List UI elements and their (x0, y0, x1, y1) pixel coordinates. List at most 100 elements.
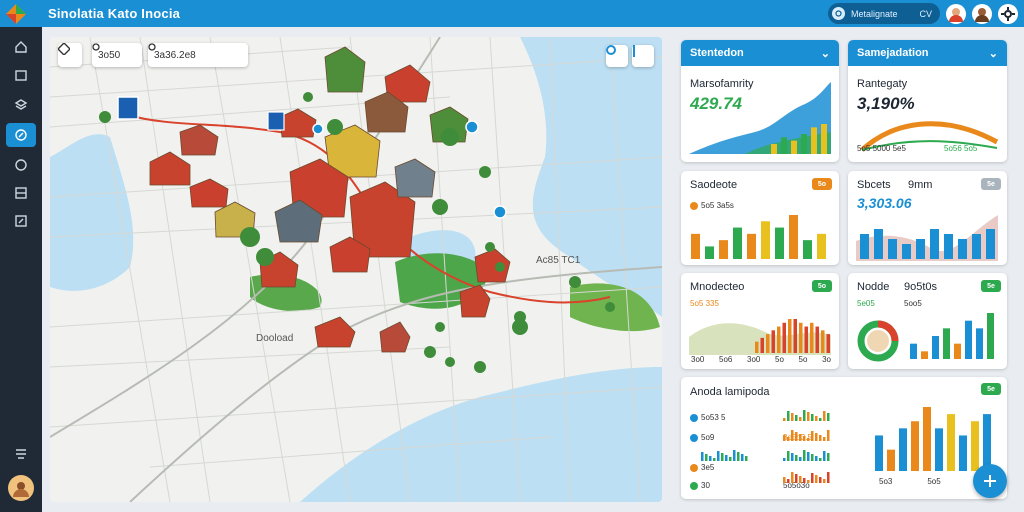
spark-4-4 (799, 476, 802, 483)
map-search-input[interactable]: 3a36.2e8 (148, 43, 248, 67)
chart-sparkbars-bottom (701, 410, 830, 483)
spark-0-0 (783, 418, 786, 421)
bar-lr-5 (965, 320, 972, 359)
bar-bm-5 (935, 428, 943, 471)
spark-0-6 (807, 412, 810, 421)
spark-0-7 (811, 414, 814, 421)
bar-ml-2 (719, 240, 728, 259)
spark-0-8 (815, 416, 818, 421)
spark-0-11 (827, 413, 830, 421)
bar-ll-5 (782, 322, 786, 353)
add-widget-button[interactable] (973, 464, 1007, 498)
avatar-team[interactable] (972, 3, 992, 24)
bar-ml-5 (761, 221, 770, 259)
status-badge: 5o (812, 178, 832, 190)
spark-2-9 (737, 452, 740, 461)
map-zoom-control[interactable]: 3o50 (92, 43, 142, 67)
status-badge: 5e (981, 178, 1001, 190)
status-badge: 5o (812, 280, 832, 292)
settings-icon[interactable] (998, 3, 1018, 24)
spark-2-2 (709, 456, 712, 461)
header-search[interactable]: Metalignate CV (828, 3, 940, 24)
bar-ll-4 (777, 326, 781, 353)
bar-ll-8 (799, 322, 803, 353)
panel-top-left: Stentedon ⌄ Marsofamrity 429.74 (681, 40, 839, 162)
spark-0-3 (795, 415, 798, 421)
spark-0-1 (787, 411, 790, 421)
bar-lr-7 (987, 313, 994, 359)
spark-2-5 (721, 453, 724, 461)
analytics-icon[interactable] (6, 153, 36, 177)
chart-bar-mid-left (691, 215, 826, 259)
spark-2-6 (725, 455, 728, 461)
bar-ll-7 (793, 319, 797, 353)
chart-bar-bottom (875, 407, 991, 471)
spark-0-4 (799, 417, 802, 421)
spark-4-5 (803, 478, 806, 483)
bar-bm-6 (947, 414, 955, 471)
plus-icon (984, 475, 996, 487)
search-icon (832, 7, 845, 20)
bar-bm-8 (971, 421, 979, 471)
donut-chart (857, 320, 899, 362)
top-bar: Sinolatia Kato Inocia Metalignate CV (0, 0, 1024, 27)
spark-4-2 (791, 472, 794, 483)
spark-0-10 (823, 411, 826, 421)
bar-mr-2 (888, 239, 897, 259)
bar-bm-1 (887, 449, 895, 471)
bar-ml-4 (747, 233, 756, 259)
app-logo (0, 0, 32, 27)
spark-1-0 (783, 435, 786, 441)
layers-icon[interactable] (6, 93, 36, 117)
bar-lr-1 (921, 351, 928, 359)
spark-3-6 (807, 452, 810, 461)
chart-arc-top-right (860, 121, 999, 152)
spark-3-5 (803, 450, 806, 461)
spark-1-8 (815, 433, 818, 441)
folder-icon[interactable] (6, 63, 36, 87)
spark-1-4 (799, 434, 802, 441)
bar-bm-0 (875, 435, 883, 471)
bar-bm-3 (911, 421, 919, 471)
compass-icon[interactable] (58, 43, 82, 67)
info-icon[interactable] (632, 45, 654, 67)
panel-low-right: Nodde 9o5t0s 5e 5e05 5oo5 (848, 273, 1007, 369)
bar-ll-10 (810, 322, 814, 353)
bar-lr-4 (954, 343, 961, 359)
chevron-down-icon[interactable]: ⌄ (820, 47, 830, 60)
map-icon[interactable] (6, 123, 36, 147)
tools-icon[interactable] (6, 441, 36, 465)
chart-area-top-left (689, 82, 831, 154)
spark-4-3 (795, 474, 798, 483)
spark-2-10 (741, 454, 744, 461)
sidebar (0, 27, 42, 512)
report-icon[interactable] (6, 209, 36, 233)
bar-ml-3 (733, 227, 742, 259)
map-view[interactable]: 3o50 3a36.2e8 Dooload Ac85 TC1 (50, 37, 662, 502)
spark-3-2 (791, 453, 794, 461)
bar-ll-9 (804, 326, 808, 353)
bar-mr-6 (944, 234, 953, 259)
spark-3-4 (799, 457, 802, 461)
bar-bm-4 (923, 407, 931, 471)
home-icon[interactable] (6, 35, 36, 59)
spark-1-5 (803, 436, 806, 441)
spark-4-8 (815, 475, 818, 483)
table-icon[interactable] (6, 181, 36, 205)
bar-ll-1 (760, 337, 764, 353)
bar-mr-8 (972, 234, 981, 259)
bar-ll-11 (815, 326, 819, 353)
avatar[interactable] (8, 475, 34, 501)
spark-1-1 (787, 437, 790, 441)
bar-ll-13 (826, 334, 830, 353)
chevron-down-icon[interactable]: ⌄ (988, 47, 998, 60)
chart-wave-low-left (689, 319, 831, 355)
bar-ll-6 (788, 319, 792, 353)
spark-0-2 (791, 413, 794, 421)
spark-3-10 (823, 451, 826, 461)
spark-4-10 (823, 479, 826, 483)
bar-lr-2 (932, 336, 939, 359)
avatar-user[interactable] (946, 3, 966, 24)
bar-ll-3 (771, 330, 775, 353)
locate-icon[interactable] (606, 45, 628, 67)
